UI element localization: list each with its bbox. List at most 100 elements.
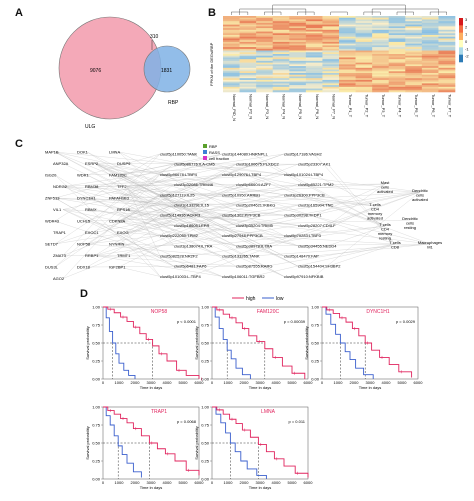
heatmap-cell xyxy=(239,21,257,24)
network-edge xyxy=(251,194,376,207)
heatmap-cell xyxy=(372,54,390,57)
heatmap-cell xyxy=(388,64,406,67)
heatmap-cell xyxy=(223,45,240,48)
x-tick-label: 5000 xyxy=(398,380,408,385)
network-edge xyxy=(86,151,223,236)
network-edge xyxy=(118,151,299,185)
heatmap-column-label: Normal_P7_N xyxy=(331,94,336,119)
panel-label-a: A xyxy=(15,7,23,19)
legend-tick: -1 xyxy=(465,46,469,51)
x-tick-label: 4000 xyxy=(163,380,173,385)
network-edge xyxy=(94,209,237,246)
heatmap-cell xyxy=(256,78,274,81)
x-tick-label: 0 xyxy=(211,380,214,385)
heatmap-cell xyxy=(289,86,307,89)
heatmap-cell xyxy=(239,90,257,93)
heatmap-cell xyxy=(289,74,307,77)
heatmap-cell xyxy=(421,43,439,46)
heatmap-cell xyxy=(239,67,257,70)
x-tick-label: 5000 xyxy=(179,480,189,485)
network-edge xyxy=(126,209,299,246)
heatmap-cell xyxy=(305,74,323,77)
heatmap-cell xyxy=(421,57,439,60)
heatmap-cell xyxy=(239,16,257,19)
heatmap-cell xyxy=(355,48,373,51)
heatmap-cell xyxy=(256,43,274,46)
heatmap-cell xyxy=(322,47,340,50)
heatmap-cell xyxy=(405,83,423,86)
network-edge xyxy=(54,220,223,277)
heatmap-cell xyxy=(256,66,274,69)
network-edge xyxy=(94,163,175,185)
heatmap-cell xyxy=(438,88,456,91)
heatmap-cell xyxy=(272,76,290,79)
heatmap-cell xyxy=(355,21,373,24)
heatmap-cell xyxy=(405,21,423,24)
heatmap-cell xyxy=(355,29,373,32)
heatmap-cell xyxy=(305,43,323,46)
heatmap-cell xyxy=(223,21,240,24)
heatmap-cell xyxy=(339,66,356,69)
network-edge xyxy=(94,184,237,187)
cell-fraction-node: Dendritic cells activated xyxy=(412,188,428,202)
heatmap-cell xyxy=(256,21,274,24)
heatmap-cell xyxy=(272,54,290,57)
heatmap-cell xyxy=(223,36,240,39)
heatmap-cell xyxy=(239,57,257,60)
heatmap-cell xyxy=(223,48,240,51)
heatmap-cell xyxy=(438,76,456,79)
heatmap-cell xyxy=(322,74,340,77)
y-axis-label: Survival probability xyxy=(85,426,90,460)
heatmap-cell xyxy=(256,52,274,55)
heatmap-cell xyxy=(289,38,307,41)
heatmap-cell xyxy=(339,81,356,84)
heatmap-cell xyxy=(372,66,390,69)
heatmap-cell xyxy=(421,28,439,31)
heatmap-cell xyxy=(388,35,406,38)
y-tick-label: 0.25 xyxy=(92,458,101,463)
network-edge xyxy=(313,191,421,277)
network-edge xyxy=(265,243,431,246)
heatmap-cell xyxy=(256,36,274,39)
heatmap-cell xyxy=(372,26,390,29)
rbp-node: ESRP2 xyxy=(85,161,99,166)
x-tick-label: 1000 xyxy=(115,380,125,385)
legend-high-label: high xyxy=(246,296,256,302)
network-edge xyxy=(62,174,161,279)
heatmap-cell xyxy=(339,16,356,19)
rass-node: clust5p38978:IL7RA xyxy=(236,243,272,248)
x-tick-label: 1000 xyxy=(115,480,125,485)
network-edge xyxy=(54,197,237,206)
network-edge xyxy=(126,163,223,195)
heatmap-cell xyxy=(372,29,390,32)
network-edge xyxy=(126,232,161,277)
network-edge xyxy=(265,184,421,193)
heatmap-cell xyxy=(438,22,456,25)
heatmap-cell xyxy=(405,36,423,39)
heatmap-cell xyxy=(421,55,439,58)
network-edge xyxy=(189,183,386,195)
rass-node: clust5p114936:ACKR3 xyxy=(160,213,201,218)
rass-node: clust5p28207:CD4LF xyxy=(298,223,336,228)
heatmap-cell xyxy=(339,76,356,79)
rbp-node: SETD7 xyxy=(45,242,59,247)
x-tick-label: 3000 xyxy=(256,380,266,385)
heatmap-cell xyxy=(405,17,423,20)
heatmap-cell xyxy=(289,22,307,25)
heatmap-cell xyxy=(305,29,323,32)
heatmap-cell xyxy=(239,36,257,39)
rass-node: clust5p96678:LTBP4 xyxy=(160,172,198,177)
heatmap-cell xyxy=(289,19,307,22)
heatmap-cell xyxy=(272,26,290,29)
heatmap-cells xyxy=(223,16,456,93)
network-edge xyxy=(94,255,237,267)
heatmap-cell xyxy=(256,59,274,62)
heatmap-cell xyxy=(322,64,340,67)
heatmap-cell xyxy=(289,85,307,88)
network-edge xyxy=(118,194,223,199)
heatmap-cell xyxy=(272,17,290,20)
network-edge xyxy=(118,151,285,236)
heatmap-cell xyxy=(355,47,373,50)
heatmap-cell xyxy=(372,76,390,79)
heatmap-cell xyxy=(272,16,290,19)
